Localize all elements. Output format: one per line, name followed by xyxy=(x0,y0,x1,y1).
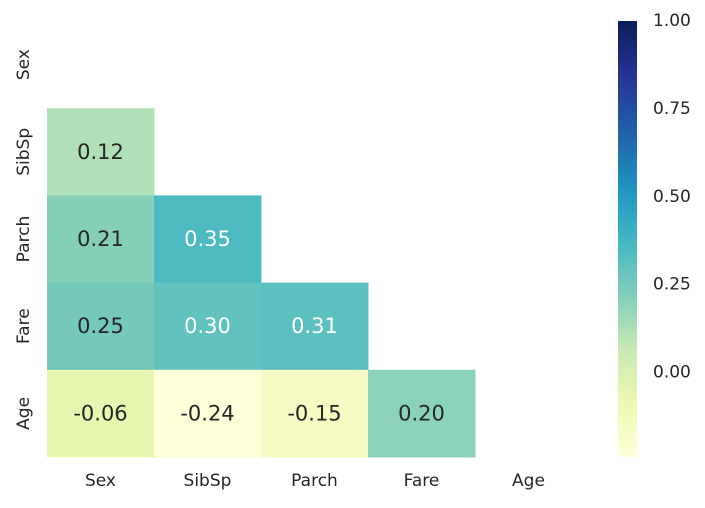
cell-value-fare-sex: 0.25 xyxy=(77,314,124,338)
cell-value-fare-sibsp: 0.30 xyxy=(184,314,231,338)
colorbar-tick-labels: 0.00 0.25 0.50 0.75 1.00 xyxy=(653,11,691,383)
heatmap-cell-age-sibsp xyxy=(154,369,262,458)
colorbar: 0.00 0.25 0.50 0.75 1.00 xyxy=(618,11,691,457)
heatmap-cell-fare-sibsp xyxy=(154,282,262,371)
y-tick-sex: Sex xyxy=(14,49,34,80)
heatmap-cell-fare-sex xyxy=(47,282,155,371)
x-tick-age: Age xyxy=(512,471,545,491)
heatmap-cell-age-sex xyxy=(47,369,155,458)
cell-value-age-parch: -0.15 xyxy=(287,401,341,425)
heatmap-cell-sibsp-sex xyxy=(47,108,155,196)
cell-value-age-fare: 0.20 xyxy=(398,401,445,425)
cell-value-sibsp-sex: 0.12 xyxy=(77,140,124,164)
heatmap-cell-fare-parch xyxy=(261,282,369,371)
colorbar-tick-0-25: 0.25 xyxy=(653,275,691,295)
x-tick-parch: Parch xyxy=(291,471,338,491)
x-axis-tick-labels: Sex SibSp Parch Fare Age xyxy=(85,471,545,491)
cell-value-parch-sex: 0.21 xyxy=(77,227,124,251)
y-tick-age: Age xyxy=(14,397,34,430)
heatmap-cell-labels: 0.12 0.21 0.35 0.25 0.30 0.31 -0.06 -0.24 -0.15 0… xyxy=(73,140,445,426)
heatmap-cell-parch-sibsp xyxy=(154,195,262,284)
cell-value-age-sex: -0.06 xyxy=(73,401,127,425)
heatmap-cells xyxy=(47,108,476,458)
heatmap-cell-age-fare xyxy=(368,369,476,458)
y-tick-parch: Parch xyxy=(14,216,34,263)
colorbar-tick-0-50: 0.50 xyxy=(653,187,691,207)
heatmap-cell-age-parch xyxy=(261,369,369,458)
y-axis-tick-labels: Sex SibSp Parch Fare Age xyxy=(14,49,34,430)
cell-value-fare-parch: 0.31 xyxy=(291,314,338,338)
cell-value-parch-sibsp: 0.35 xyxy=(184,227,231,251)
cell-value-age-sibsp: -0.24 xyxy=(180,401,234,425)
y-tick-fare: Fare xyxy=(14,308,34,344)
colorbar-gradient xyxy=(618,21,637,457)
x-tick-sibsp: SibSp xyxy=(184,471,232,491)
x-tick-sex: Sex xyxy=(85,471,116,491)
heatmap-cell-parch-sex xyxy=(47,195,155,284)
colorbar-tick-1-00: 1.00 xyxy=(653,11,691,31)
colorbar-tick-0-75: 0.75 xyxy=(653,99,691,119)
colorbar-tick-0-00: 0.00 xyxy=(653,363,691,383)
x-tick-fare: Fare xyxy=(404,471,440,491)
y-tick-sibsp: SibSp xyxy=(14,128,34,176)
